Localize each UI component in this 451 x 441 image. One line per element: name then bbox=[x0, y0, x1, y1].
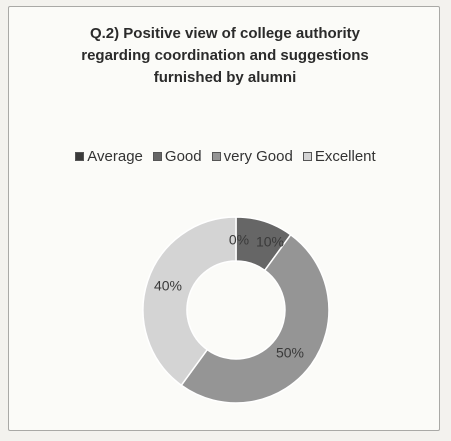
data-label-good: 10% bbox=[256, 234, 284, 250]
legend-swatch-very-good bbox=[211, 152, 221, 161]
chart-title-line-3: furnished by alumni bbox=[153, 69, 297, 86]
chart-title-line-1: Q.2) Positive view of college authority bbox=[89, 25, 361, 42]
data-label-average: 0% bbox=[229, 232, 249, 248]
legend-swatch-average bbox=[75, 152, 85, 161]
legend-item-excellent: Excellent bbox=[302, 148, 376, 165]
slice-very-good bbox=[180, 233, 330, 404]
legend-item-good: Good bbox=[152, 148, 202, 165]
legend-swatch-good bbox=[152, 152, 162, 161]
legend-label-very-good: very Good bbox=[223, 148, 293, 165]
legend-item-average: Average bbox=[75, 148, 143, 165]
legend-swatch-excellent bbox=[302, 152, 312, 161]
legend-item-very-good: very Good bbox=[211, 148, 293, 165]
chart-legend: Average Good very Good Excellent bbox=[0, 148, 451, 165]
data-label-excellent: 40% bbox=[154, 278, 182, 294]
chart-title-line-2: regarding coordination and suggestions bbox=[81, 47, 369, 64]
legend-label-good: Good bbox=[164, 148, 202, 165]
slice-excellent bbox=[142, 216, 237, 387]
data-label-very-good: 50% bbox=[276, 345, 304, 361]
legend-label-average: Average bbox=[87, 148, 143, 165]
chart-title: Q.2) Positive view of college authority … bbox=[40, 23, 410, 89]
legend-label-excellent: Excellent bbox=[314, 148, 376, 165]
